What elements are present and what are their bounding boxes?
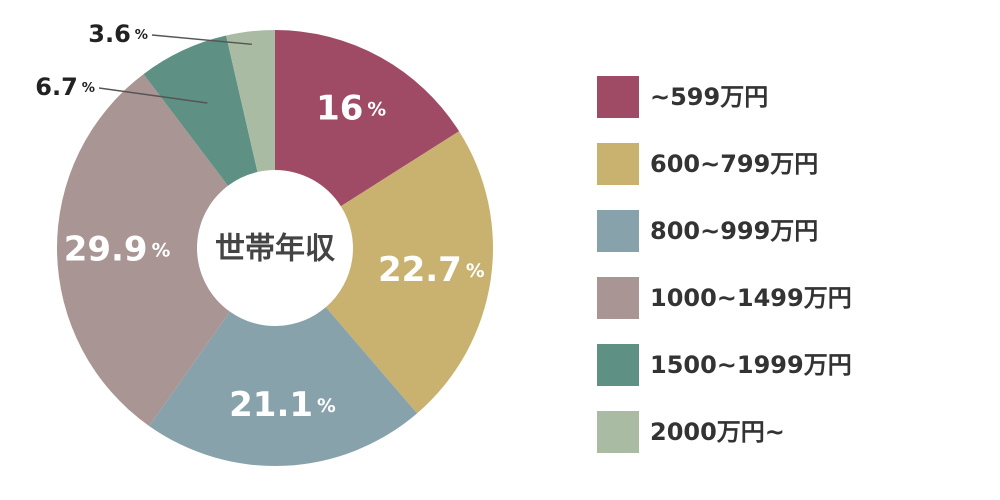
legend-swatch: [597, 411, 639, 453]
legend-label: ~599万円: [650, 83, 768, 111]
slice-label: 3.6%: [88, 20, 148, 48]
legend-label: 600~799万円: [650, 150, 818, 178]
unit-text: %: [152, 240, 171, 261]
legend-swatch: [597, 76, 639, 118]
unit-text: %: [135, 28, 148, 43]
center-label: 世帯年収: [215, 232, 336, 267]
value-text: 16: [316, 88, 363, 128]
value-text: 21.1: [229, 384, 313, 424]
legend-label: 800~999万円: [650, 217, 818, 245]
legend-swatch: [597, 210, 639, 252]
slice-label: 21.1%: [229, 384, 336, 424]
slice-label: 29.9%: [64, 229, 171, 269]
donut-slice: [57, 74, 230, 426]
unit-text: %: [82, 81, 95, 96]
leader-line: [151, 34, 252, 46]
value-text: 6.7: [35, 73, 78, 101]
leader-line: [98, 87, 208, 104]
donut-slice: [143, 35, 258, 186]
value-text: 29.9: [64, 229, 148, 269]
unit-text: %: [367, 99, 386, 120]
slice-label: 6.7%: [35, 73, 95, 101]
value-text: 3.6: [88, 20, 131, 48]
unit-text: %: [466, 261, 485, 282]
donut-slice: [275, 30, 460, 207]
legend-swatch: [597, 344, 639, 386]
value-text: 22.7: [378, 250, 462, 290]
slice-label: 22.7%: [378, 250, 485, 290]
donut-slice: [325, 131, 493, 414]
legend-label: 2000万円~: [650, 418, 785, 446]
donut-slice: [226, 30, 275, 172]
legend-label: 1000~1499万円: [650, 284, 852, 312]
legend-swatch: [597, 277, 639, 319]
unit-text: %: [317, 395, 336, 416]
legend-swatch: [597, 143, 639, 185]
slice-label: 16%: [316, 88, 386, 128]
legend-label: 1500~1999万円: [650, 351, 852, 379]
donut-slice: [149, 307, 418, 467]
